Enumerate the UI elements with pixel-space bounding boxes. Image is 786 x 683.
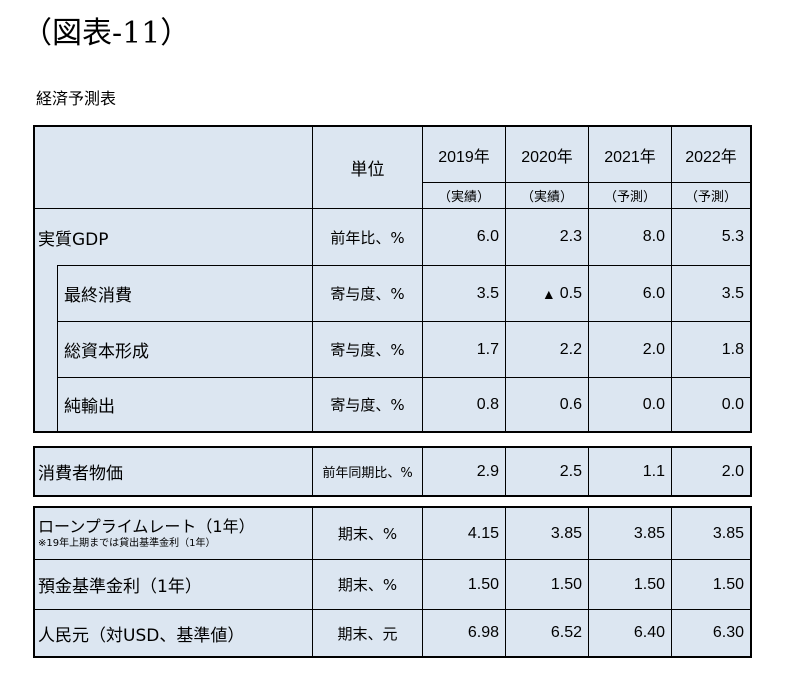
value-cell: 3.85	[633, 524, 665, 542]
finance-section-box: ローンプライムレート（1年） ※19年上期までは貸出基準金利（1年） 期末、% …	[33, 506, 752, 658]
value-cell: 1.50	[633, 575, 665, 593]
figure-title: （図表-11）	[22, 16, 191, 51]
value-cell: 2.9	[476, 462, 499, 480]
year-header: 2021年	[604, 148, 656, 166]
value-cell: 6.52	[550, 624, 582, 641]
year-kind: （実績）	[437, 190, 490, 205]
row-unit: 寄与度、%	[330, 396, 405, 414]
value-cell: 1.8	[721, 340, 744, 358]
row-unit: 前年同期比、%	[322, 466, 413, 481]
year-kind: （予測）	[603, 190, 656, 205]
value-cell: 6.0	[642, 284, 665, 302]
value-cell: 1.50	[550, 575, 582, 593]
value-cell: 0.0	[642, 395, 665, 413]
row-unit: 期末、元	[337, 624, 398, 643]
row-unit: 寄与度、%	[330, 341, 405, 359]
row-label: 最終消費	[64, 286, 132, 306]
row-unit: 前年比、%	[330, 228, 405, 247]
row-label: ローンプライムレート（1年）	[38, 516, 255, 536]
value-cell: 3.5	[476, 284, 499, 302]
value-cell: 0.8	[476, 395, 499, 413]
value-cell: 1.7	[476, 340, 499, 358]
value-cell: 3.5	[721, 284, 744, 302]
value-cell: 5.3	[721, 228, 744, 245]
unit-header: 単位	[350, 160, 385, 180]
cpi-section-box: 消費者物価 前年同期比、% 2.9 2.5 1.1 2.0	[33, 446, 752, 497]
year-header: 2019年	[438, 148, 490, 166]
row-label: 人民元（対USD、基準値）	[38, 625, 245, 646]
row-label: 総資本形成	[64, 342, 149, 362]
value-cell: 0.0	[721, 395, 744, 413]
year-header: 2020年	[521, 148, 573, 166]
value-cell: 2.2	[559, 340, 582, 358]
value-cell: 2.5	[559, 462, 582, 480]
table-title: 経済予測表	[36, 89, 117, 108]
row-note: ※19年上期までは貸出基準金利（1年）	[38, 537, 216, 549]
value-cell: 2.0	[642, 340, 665, 358]
value-cell: 2.3	[559, 228, 582, 245]
value-cell: 1.1	[642, 462, 665, 480]
negative-marker: ▲	[541, 285, 556, 302]
value-cell: 3.85	[550, 524, 582, 542]
value-cell: 6.40	[633, 624, 665, 641]
year-header: 2022年	[685, 148, 737, 166]
value-cell: 1.50	[467, 575, 499, 593]
row-unit: 期末、%	[337, 576, 398, 594]
year-kind: （予測）	[684, 190, 737, 205]
row-unit: 寄与度、%	[330, 285, 405, 303]
year-kind: （実績）	[520, 190, 573, 205]
row-label-with-note: ローンプライムレート（1年） ※19年上期までは貸出基準金利（1年）	[35, 508, 312, 559]
row-label: 消費者物価	[38, 464, 123, 484]
value-cell: 0.6	[559, 395, 582, 413]
value-cell: 6.98	[467, 624, 499, 641]
value-cell: 6.30	[712, 624, 744, 641]
value-cell: 6.0	[476, 228, 499, 245]
value-cell: 2.0	[721, 462, 744, 480]
value-cell: 3.85	[712, 524, 744, 542]
row-label: 純輸出	[64, 397, 115, 417]
value-text: 0.5	[559, 284, 582, 302]
row-label: 預金基準金利（1年）	[38, 577, 202, 597]
value-cell: 8.0	[642, 228, 665, 245]
gdp-section-box: 単位 2019年 2020年 2021年 2022年 （実績） （実績） （予測…	[33, 125, 752, 433]
row-unit: 期末、%	[337, 525, 398, 543]
value-cell: 4.15	[467, 524, 499, 542]
row-label: 実質GDP	[38, 229, 109, 250]
value-cell-negative: ▲ 0.5	[506, 266, 588, 321]
value-cell: 1.50	[712, 575, 744, 593]
